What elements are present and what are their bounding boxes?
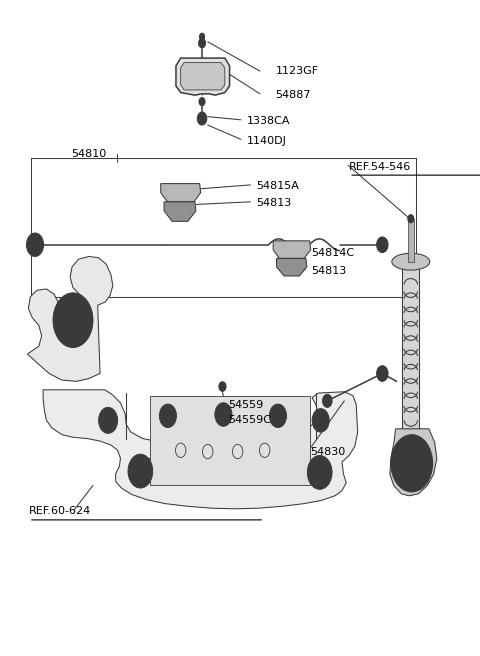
Circle shape — [312, 409, 329, 432]
Text: 54810: 54810 — [72, 149, 107, 159]
Circle shape — [313, 463, 326, 482]
Polygon shape — [161, 184, 201, 202]
Circle shape — [197, 112, 207, 125]
Text: 54559: 54559 — [228, 400, 264, 410]
Polygon shape — [390, 429, 437, 496]
Text: 54813: 54813 — [311, 266, 347, 276]
Circle shape — [323, 394, 332, 407]
Polygon shape — [276, 258, 307, 276]
Circle shape — [307, 455, 332, 489]
Bar — [408, 219, 414, 262]
Text: 1338CA: 1338CA — [247, 116, 290, 126]
Circle shape — [134, 462, 147, 480]
Text: 1140DJ: 1140DJ — [247, 136, 287, 146]
Ellipse shape — [392, 253, 430, 270]
Circle shape — [269, 404, 287, 428]
Circle shape — [219, 382, 226, 391]
Circle shape — [408, 215, 414, 222]
Circle shape — [200, 33, 204, 40]
Circle shape — [53, 293, 93, 348]
Circle shape — [377, 237, 388, 253]
Bar — [402, 268, 420, 429]
Polygon shape — [176, 58, 229, 95]
Circle shape — [159, 404, 177, 428]
Text: 54559C: 54559C — [228, 415, 271, 425]
Text: 54814C: 54814C — [311, 248, 354, 258]
Circle shape — [391, 435, 432, 492]
Text: 54887: 54887 — [276, 90, 311, 100]
Polygon shape — [164, 202, 196, 221]
Circle shape — [128, 454, 153, 488]
Circle shape — [215, 403, 232, 426]
Text: REF.60-624: REF.60-624 — [29, 506, 91, 516]
Polygon shape — [180, 62, 225, 90]
Circle shape — [60, 303, 85, 337]
Text: REF.54-546: REF.54-546 — [349, 161, 411, 172]
Polygon shape — [273, 241, 311, 258]
Text: 54815A: 54815A — [257, 181, 300, 191]
Polygon shape — [150, 396, 310, 485]
Text: 1123GF: 1123GF — [276, 66, 319, 76]
Circle shape — [399, 446, 424, 480]
Circle shape — [200, 116, 204, 121]
Circle shape — [199, 98, 205, 106]
Circle shape — [26, 233, 44, 256]
Text: 54830: 54830 — [310, 447, 346, 457]
Circle shape — [199, 39, 205, 48]
Circle shape — [68, 314, 78, 327]
Circle shape — [98, 407, 118, 434]
Text: 54813: 54813 — [257, 198, 292, 208]
Circle shape — [377, 366, 388, 381]
Polygon shape — [43, 390, 358, 509]
Polygon shape — [27, 256, 113, 381]
